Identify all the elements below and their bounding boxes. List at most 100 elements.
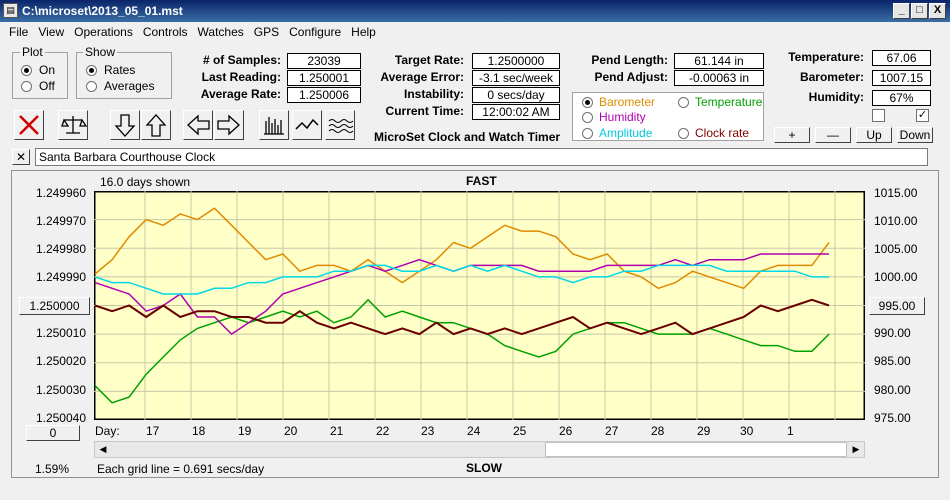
wave-line-icon [295,118,319,130]
y-right-tick: 1005.00 [874,242,918,256]
current-time-label: Current Time: [385,104,464,118]
menu-gps[interactable]: GPS [253,25,280,39]
amplitude-radio[interactable] [582,128,593,139]
aux-plot-group [572,92,764,141]
clock-name-input[interactable]: Santa Barbara Courthouse Clock [35,148,928,166]
temperature-field: 67.06 [872,50,931,66]
scroll-left-icon[interactable]: ◀ [99,444,107,454]
plot-off-radio[interactable] [21,81,32,92]
slow-label: SLOW [466,461,502,475]
plot-grid [94,191,865,420]
menu-operations[interactable]: Operations [74,25,133,39]
balance-button[interactable] [58,110,88,140]
aux-value-button[interactable]: 995.00 [869,297,925,315]
clock-rate-radio[interactable] [678,128,689,139]
series-line [94,207,830,290]
scroll-right-icon[interactable]: ▶ [852,444,860,454]
scale-minus-button[interactable]: — [815,127,851,143]
left-arrow-button[interactable] [183,110,213,140]
window-title: C:\microset\2013_05_01.mst [22,4,183,18]
right-arrow-icon [217,114,240,136]
show-group [76,52,172,99]
days-shown-label: 16.0 days shown [100,175,191,189]
pend-adjust-label: Pend Adjust: [594,70,668,84]
y-left-tick: 1.249980 [35,242,86,256]
scale-down-button[interactable]: Down [897,127,933,143]
aux-checkbox-2[interactable]: ✓ [916,109,929,122]
show-averages-label: Averages [104,79,155,93]
barometer-radio[interactable] [582,97,593,108]
menu-controls[interactable]: Controls [142,25,188,39]
menu-file[interactable]: File [9,25,29,39]
minimize-button[interactable]: _ [893,3,910,19]
show-rates-radio[interactable] [86,65,97,76]
histogram-button[interactable] [259,110,289,140]
x-tick: 25 [513,424,527,438]
percent-label: 1.59% [35,462,70,476]
close-icon: ✕ [15,150,27,164]
close-window-button[interactable]: X [929,3,946,19]
clear-name-button[interactable]: ✕ [12,149,30,165]
x-tick: 28 [651,424,665,438]
x-tick: 18 [192,424,206,438]
menu-view[interactable]: View [38,25,65,39]
x-tick: 17 [146,424,160,438]
y-left-tick: 1.249960 [35,186,86,200]
menu-help[interactable]: Help [351,25,376,39]
y-left-tick: 1.250010 [35,326,86,340]
scale-plus-button[interactable]: + [774,127,810,143]
app-icon: ▤ [3,3,18,18]
rate-value-button[interactable]: 1.250000 [19,297,90,315]
right-arrow-button[interactable] [214,110,244,140]
samples-label: # of Samples: [202,53,281,67]
current-time-field: 12:00:02 AM [472,104,560,120]
menu-watches[interactable]: Watches [197,25,244,39]
scale-up-button[interactable]: Up [856,127,892,143]
balance-scale-icon [61,116,88,134]
menu-bar: File View Operations Controls Watches GPS Conf… [0,22,950,42]
plot-on-label: On [39,63,56,77]
barometer-label: Barometer: [799,70,864,84]
y-right-tick: 1015.00 [874,186,918,200]
temperature-option-label: Temperature [695,95,763,109]
target-rate-field[interactable]: 1.2500000 [472,53,560,69]
day-axis-label: Day: [95,424,120,438]
menu-configure[interactable]: Configure [289,25,342,39]
y-right-tick: 980.00 [874,383,911,397]
noise-plot-button[interactable] [325,110,355,140]
histogram-icon [264,117,284,135]
show-group-title: Show [83,45,118,59]
average-rate-label: Average Rate: [200,87,281,101]
humidity-radio[interactable] [582,112,593,123]
last-reading-label: Last Reading: [201,70,281,84]
zero-button[interactable]: 0 [26,425,80,441]
rate-plot[interactable] [94,191,865,420]
plot-on-radio[interactable] [21,65,32,76]
pend-length-field[interactable]: 61.144 in [674,53,764,69]
smooth-plot-button[interactable] [292,110,322,140]
series-line [94,298,830,336]
scrollbar-thumb[interactable] [545,442,847,457]
down-arrow-button[interactable] [110,110,140,140]
y-right-tick: 1000.00 [874,270,918,284]
y-right-tick: 990.00 [874,326,911,340]
maximize-button[interactable]: □ [911,3,928,19]
up-arrow-button[interactable] [141,110,171,140]
aux-checkbox-1[interactable] [872,109,885,122]
barometer-field: 1007.15 [872,70,931,86]
app-label: MicroSet Clock and Watch Timer [374,130,561,144]
show-averages-radio[interactable] [86,81,97,92]
plot-off-label: Off [39,79,55,93]
y-left-tick: 1.250030 [35,383,86,397]
temperature-radio[interactable] [678,97,689,108]
y-left-tick: 1.249990 [35,270,86,284]
show-rates-label: Rates [104,63,136,77]
clear-button[interactable] [14,110,44,140]
x-tick: 23 [421,424,435,438]
horizontal-scrollbar[interactable]: ◀ ▶ [94,441,865,458]
samples-field: 23039 [287,53,361,69]
x-tick: 22 [376,424,390,438]
y-left-tick: 1.250040 [35,411,86,425]
y-left-tick: 1.250020 [35,354,86,368]
pend-length-label: Pend Length: [591,53,668,67]
